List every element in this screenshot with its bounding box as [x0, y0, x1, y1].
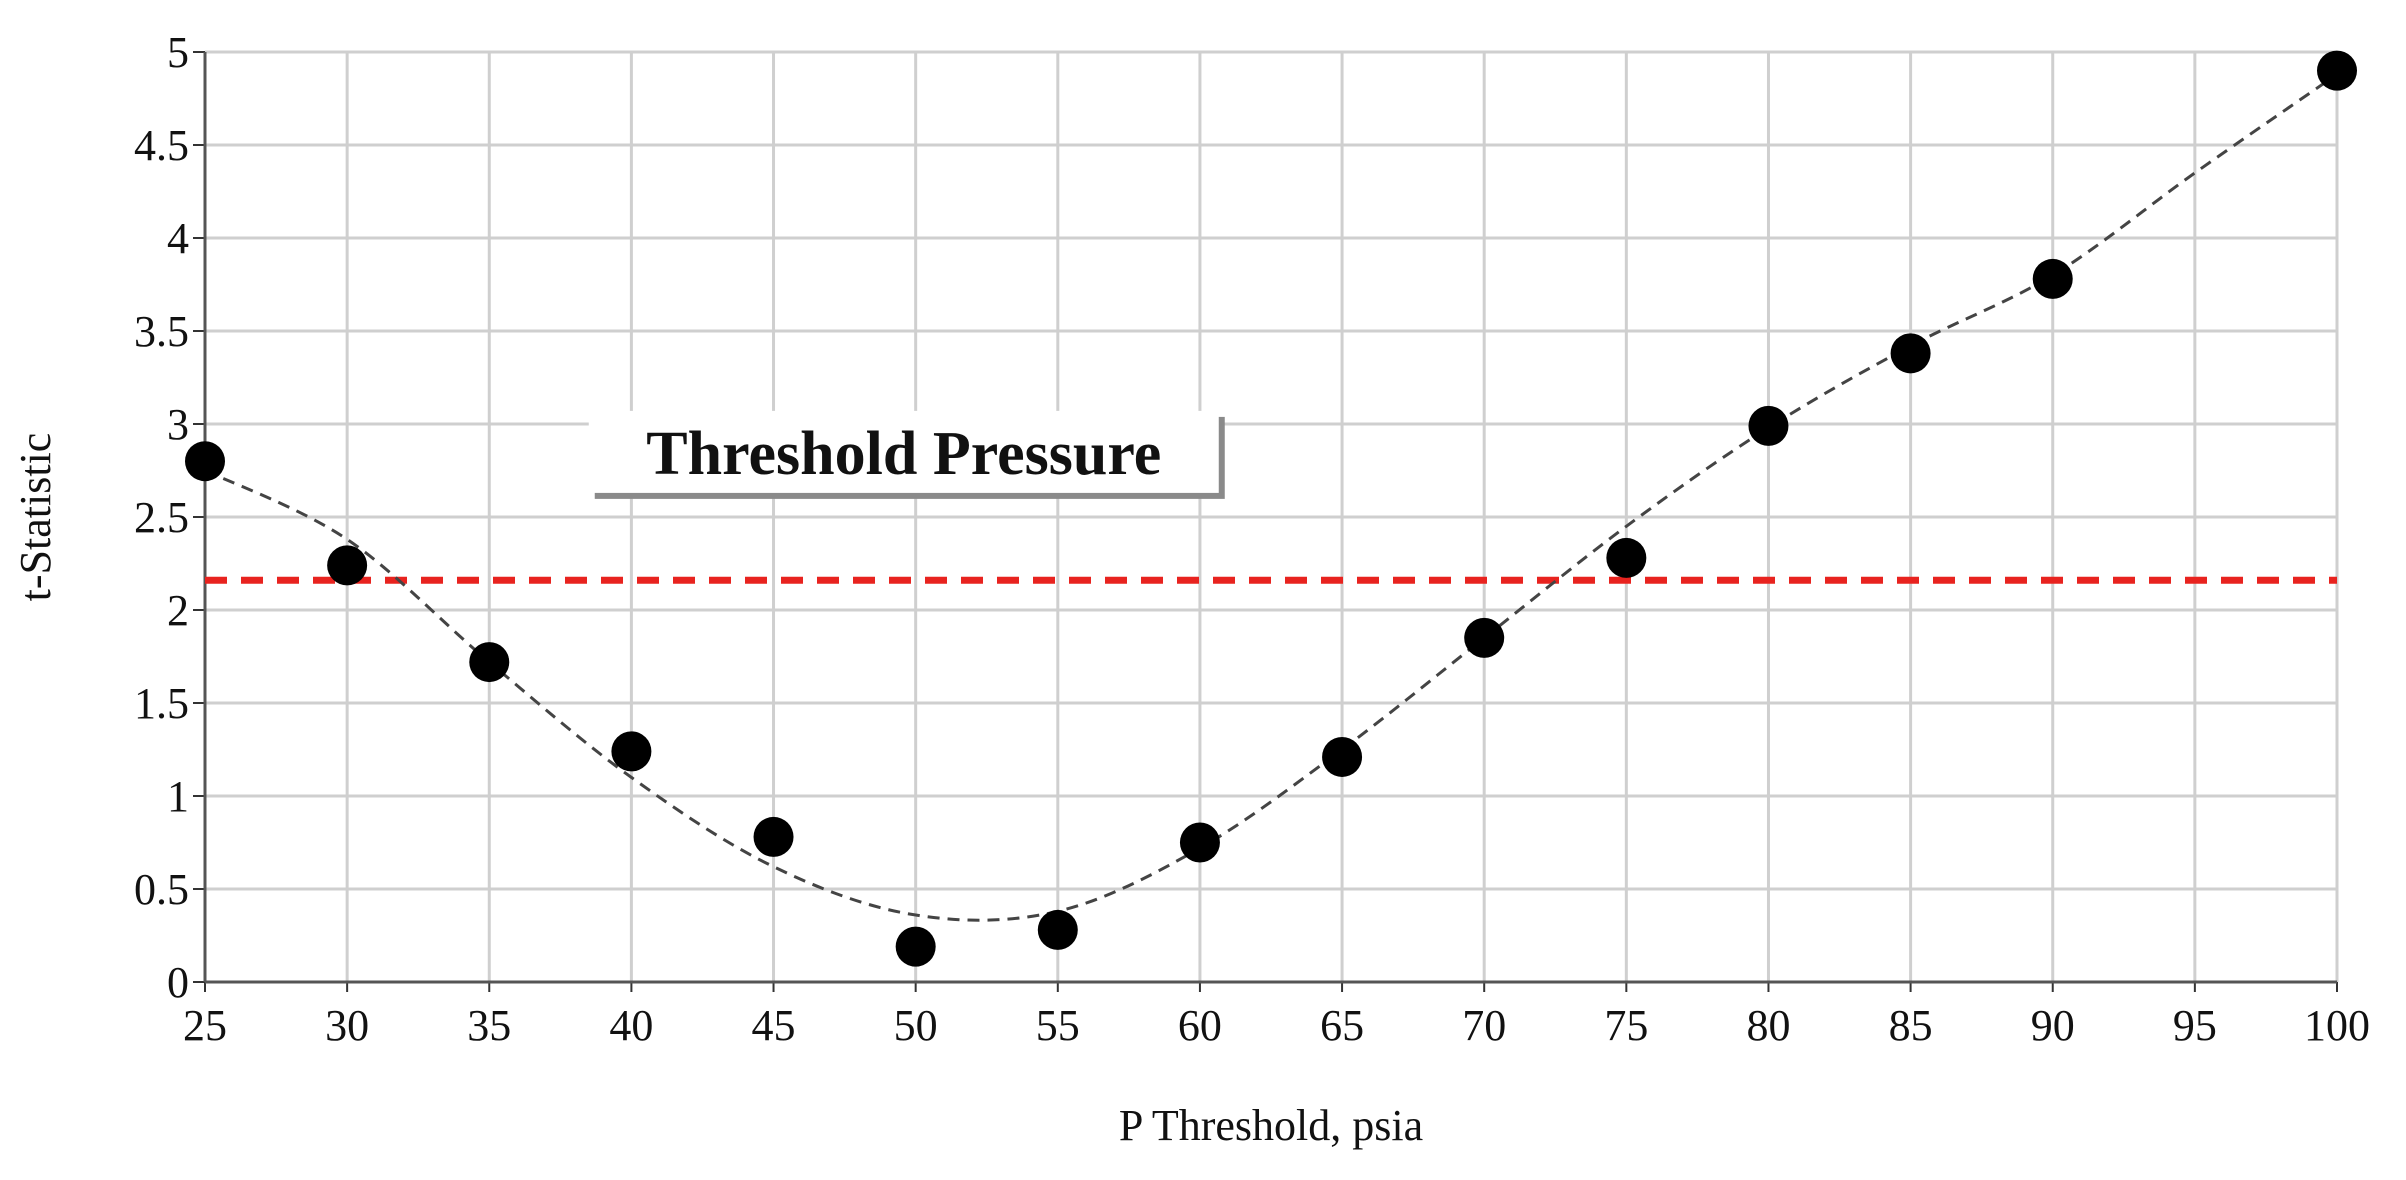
- data-point: [1890, 333, 1931, 374]
- x-tick-label: 50: [894, 1001, 938, 1050]
- data-point: [185, 441, 225, 482]
- data-point: [1748, 405, 1789, 446]
- data-point: [327, 545, 368, 586]
- trend-line: [204, 73, 2338, 922]
- data-point: [469, 642, 510, 683]
- x-tick-label: 25: [183, 1001, 227, 1050]
- data-points: [185, 50, 2357, 967]
- y-tick-label: 1: [167, 772, 189, 821]
- data-point: [1606, 537, 1647, 578]
- axes: [193, 51, 2338, 992]
- x-tick-label: 70: [1462, 1001, 1506, 1050]
- data-point: [1179, 822, 1220, 863]
- y-tick-label: 3.5: [134, 307, 189, 356]
- x-tick-label: 65: [1320, 1001, 1364, 1050]
- y-tick-label: 4.5: [134, 121, 189, 170]
- annotation-group: Threshold Pressure: [588, 410, 1225, 499]
- x-tick-label: 80: [1746, 1001, 1790, 1050]
- trend-line-group: [204, 73, 2338, 922]
- y-tick-label: 1.5: [134, 679, 189, 728]
- y-tick-label: 3: [167, 400, 189, 449]
- y-tick-label: 2: [167, 586, 189, 635]
- data-point: [611, 731, 652, 772]
- x-axis-title: P Threshold, psia: [1119, 1101, 1423, 1150]
- data-point: [753, 816, 794, 857]
- annotation-box: [588, 410, 1219, 493]
- x-tick-label: 100: [2304, 1001, 2370, 1050]
- data-point: [2032, 258, 2073, 299]
- data-point: [2317, 50, 2357, 91]
- y-tick-label: 2.5: [134, 493, 189, 542]
- tick-labels: 25 30 35 40 45 50 55 60 65 70 75 80 85 90 95 10000.511.…: [134, 28, 2370, 1050]
- grid: [203, 50, 2339, 984]
- x-tick-label: 60: [1178, 1001, 1222, 1050]
- y-tick-label: 4: [167, 214, 189, 263]
- x-tick-label: 40: [609, 1001, 653, 1050]
- x-tick-label: 85: [1889, 1001, 1933, 1050]
- y-axis-title: t-Statistic: [11, 433, 60, 602]
- x-tick-label: 95: [2173, 1001, 2217, 1050]
- data-point: [895, 926, 936, 967]
- data-point: [1464, 617, 1505, 658]
- data-point: [1037, 909, 1078, 950]
- y-tick-label: 5: [167, 28, 189, 77]
- x-tick-label: 35: [467, 1001, 511, 1050]
- data-point: [1322, 736, 1363, 777]
- x-tick-label: 45: [752, 1001, 796, 1050]
- y-tick-label: 0.5: [134, 865, 189, 914]
- x-tick-label: 55: [1036, 1001, 1080, 1050]
- x-tick-label: 30: [325, 1001, 369, 1050]
- y-tick-label: 0: [167, 958, 189, 1007]
- annotation-label: Threshold Pressure: [646, 420, 1161, 488]
- x-tick-label: 75: [1604, 1001, 1648, 1050]
- x-tick-label: 90: [2031, 1001, 2075, 1050]
